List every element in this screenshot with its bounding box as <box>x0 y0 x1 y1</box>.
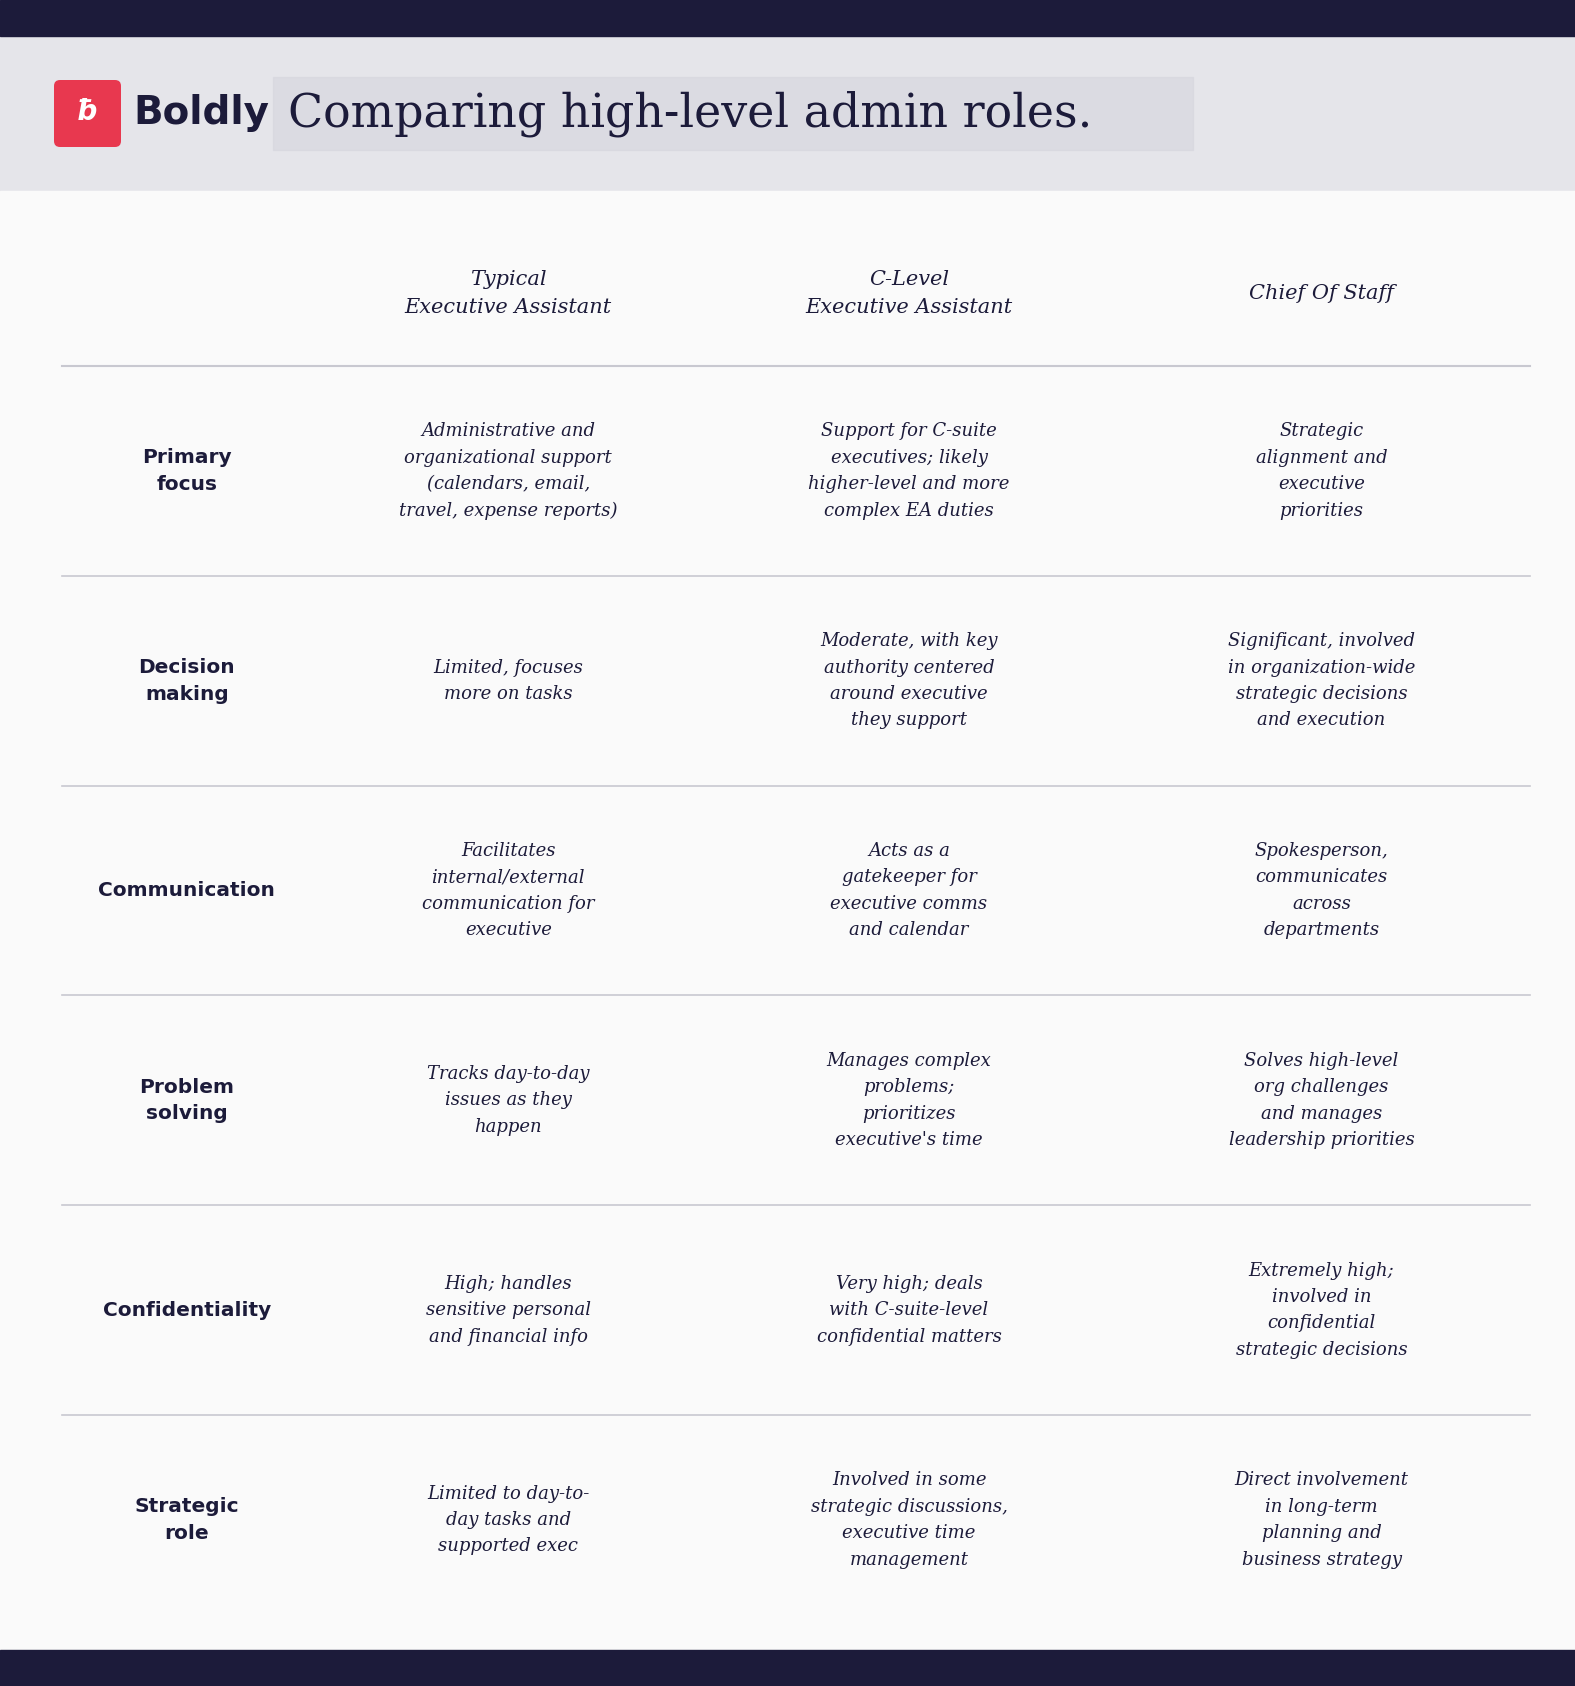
Text: Decision
making: Decision making <box>139 658 235 703</box>
Text: Comparing high-level admin roles.: Comparing high-level admin roles. <box>288 91 1091 137</box>
Text: Primary
focus: Primary focus <box>142 448 232 494</box>
Bar <box>0 0 1575 35</box>
Text: Moderate, with key
authority centered
around executive
they support: Moderate, with key authority centered ar… <box>821 632 999 730</box>
Text: Tracks day-to-day
issues as they
happen: Tracks day-to-day issues as they happen <box>427 1066 589 1136</box>
Text: Significant, involved
in organization-wide
strategic decisions
and execution: Significant, involved in organization-wi… <box>1228 632 1416 730</box>
Text: C-Level
Executive Assistant: C-Level Executive Assistant <box>805 270 1013 317</box>
Text: Limited to day-to-
day tasks and
supported exec: Limited to day-to- day tasks and support… <box>427 1485 589 1556</box>
Text: Support for C-suite
executives; likely
higher-level and more
complex EA duties: Support for C-suite executives; likely h… <box>808 422 1010 519</box>
Text: ƀ: ƀ <box>77 98 98 126</box>
Text: Boldly: Boldly <box>132 94 269 133</box>
Bar <box>0 35 1575 191</box>
Text: High; handles
sensitive personal
and financial info: High; handles sensitive personal and fin… <box>425 1275 591 1345</box>
Text: Spokesperson,
communicates
across
departments: Spokesperson, communicates across depart… <box>1255 841 1389 939</box>
Text: Solves high-level
org challenges
and manages
leadership priorities: Solves high-level org challenges and man… <box>1228 1052 1414 1150</box>
Text: Limited, focuses
more on tasks: Limited, focuses more on tasks <box>433 659 583 703</box>
Text: Involved in some
strategic discussions,
executive time
management: Involved in some strategic discussions, … <box>811 1472 1008 1568</box>
Bar <box>0 191 1575 1651</box>
Bar <box>0 1651 1575 1686</box>
Text: Administrative and
organizational support
(calendars, email,
travel, expense rep: Administrative and organizational suppor… <box>398 422 617 519</box>
Text: Communication: Communication <box>98 882 276 900</box>
Bar <box>272 78 1192 150</box>
Text: Very high; deals
with C-suite-level
confidential matters: Very high; deals with C-suite-level conf… <box>816 1275 1002 1345</box>
Text: Confidentiality: Confidentiality <box>102 1302 271 1320</box>
Text: Typical
Executive Assistant: Typical Executive Assistant <box>405 270 611 317</box>
Text: Acts as a
gatekeeper for
executive comms
and calendar: Acts as a gatekeeper for executive comms… <box>830 841 988 939</box>
Text: Facilitates
internal/external
communication for
executive: Facilitates internal/external communicat… <box>422 841 594 939</box>
FancyBboxPatch shape <box>54 79 121 147</box>
Text: Chief Of Staff: Chief Of Staff <box>1249 283 1394 303</box>
Text: Strategic
alignment and
executive
priorities: Strategic alignment and executive priori… <box>1255 422 1388 519</box>
Text: Strategic
role: Strategic role <box>134 1497 239 1543</box>
Text: Problem
solving: Problem solving <box>139 1077 235 1123</box>
Text: Extremely high;
involved in
confidential
strategic decisions: Extremely high; involved in confidential… <box>1236 1261 1408 1359</box>
Text: Manages complex
problems;
prioritizes
executive's time: Manages complex problems; prioritizes ex… <box>827 1052 991 1150</box>
Text: Direct involvement
in long-term
planning and
business strategy: Direct involvement in long-term planning… <box>1235 1472 1408 1568</box>
